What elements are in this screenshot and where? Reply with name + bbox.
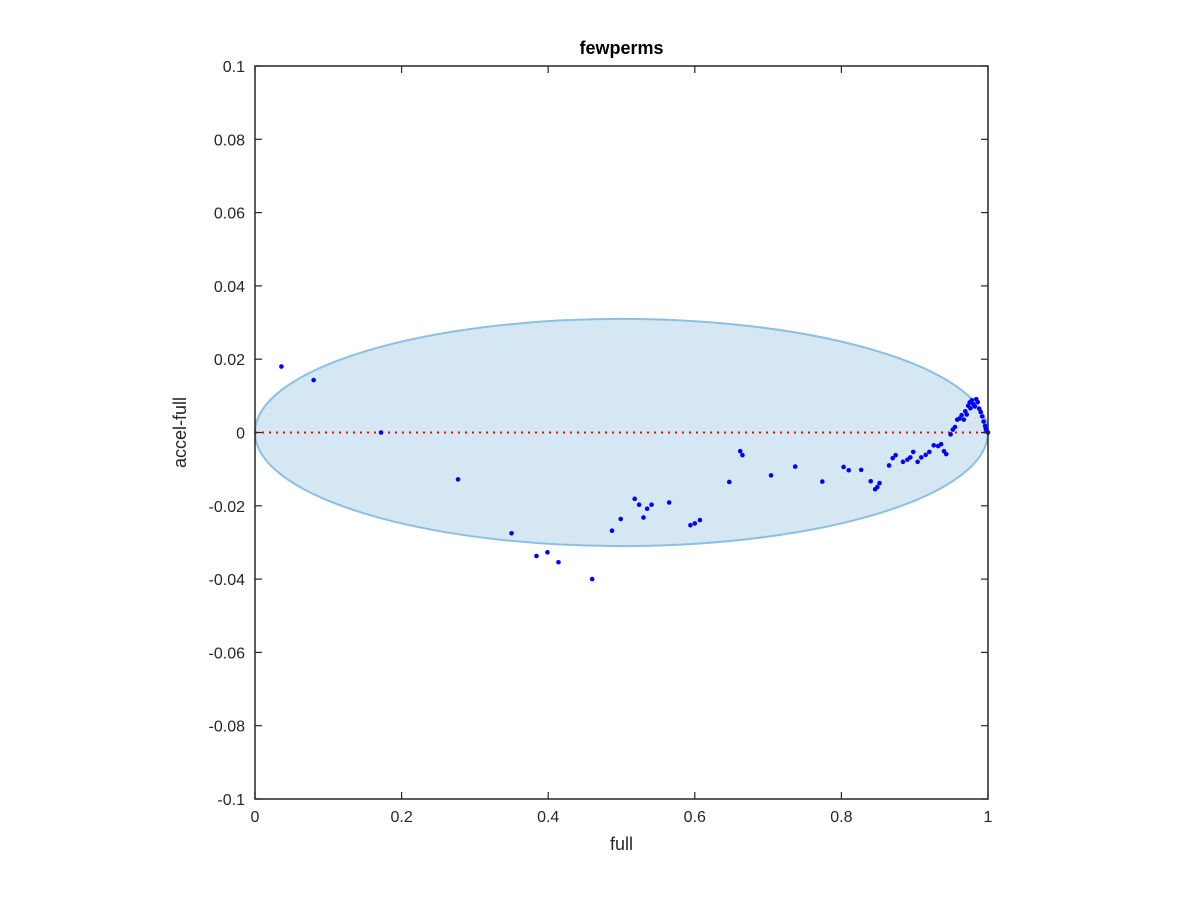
y-tick-label: 0.08 [214, 132, 245, 149]
data-point [978, 409, 983, 415]
data-point [378, 430, 384, 435]
y-tick-label: 0.06 [214, 206, 245, 223]
data-point [961, 417, 967, 422]
x-tick-label: 0 [251, 809, 260, 826]
data-point [927, 449, 932, 455]
data-point [915, 459, 920, 465]
y-axis-label: accel-full [170, 397, 190, 468]
data-point [455, 477, 461, 482]
data-point [948, 432, 953, 437]
data-point [618, 516, 624, 522]
data-point [737, 448, 743, 454]
data-point [868, 478, 874, 484]
data-point [938, 441, 944, 447]
data-point [923, 452, 928, 458]
data-point [875, 484, 880, 490]
data-point [509, 530, 514, 536]
data-point [688, 522, 693, 528]
data-point [545, 550, 550, 555]
y-tick-label: -0.04 [209, 572, 246, 589]
data-point [311, 377, 316, 383]
data-point [959, 412, 964, 418]
y-tick-label: 0.02 [214, 352, 245, 369]
data-point [968, 406, 973, 411]
data-point [726, 479, 732, 485]
data-point [908, 455, 913, 460]
chart-title: fewperms [579, 38, 663, 58]
x-tick-label: 0.8 [830, 809, 852, 826]
y-tick-label: 0 [236, 426, 245, 443]
data-point [644, 506, 650, 512]
data-point [900, 459, 906, 465]
data-point [792, 464, 798, 469]
data-point [820, 479, 825, 484]
data-point [740, 452, 745, 458]
y-tick-label: 0.1 [223, 59, 245, 76]
data-point [975, 399, 981, 405]
data-point [609, 528, 615, 534]
ticks-layer: 0 0.2 0.4 0.6 0.8 1 -0.1 -0.08 -0.06 -0.04 -0.02 0 0… [209, 59, 993, 826]
y-tick-label: 0.04 [214, 279, 245, 296]
data-point [697, 517, 703, 523]
data-point [886, 463, 892, 468]
data-point [666, 500, 672, 505]
data-point [931, 443, 937, 448]
data-point [972, 404, 978, 409]
data-point [979, 414, 985, 419]
data-point [910, 449, 916, 455]
y-tick-label: -0.06 [209, 645, 246, 662]
data-point [589, 576, 595, 582]
data-point [918, 455, 924, 460]
points-layer [279, 364, 991, 582]
data-point [841, 464, 846, 470]
data-point [858, 467, 864, 473]
data-point [636, 502, 642, 508]
data-point [556, 559, 561, 565]
data-point [943, 451, 949, 457]
data-point [969, 397, 975, 403]
data-point [964, 412, 970, 417]
data-point [981, 419, 986, 424]
y-tick-label: -0.08 [209, 719, 246, 736]
data-point [632, 496, 637, 502]
data-point [641, 515, 646, 520]
data-point [649, 502, 654, 508]
data-point [279, 364, 284, 369]
x-tick-label: 1 [984, 809, 993, 826]
data-point [890, 455, 896, 461]
data-point [893, 452, 898, 458]
y-tick-label: -0.02 [209, 499, 246, 516]
data-point [768, 473, 774, 478]
data-point [952, 424, 958, 430]
y-tick-label: -0.1 [217, 792, 245, 809]
data-point [846, 467, 852, 473]
x-tick-label: 0.6 [684, 809, 706, 826]
data-point [957, 416, 962, 421]
data-point [534, 553, 539, 559]
data-point [877, 480, 882, 486]
x-tick-label: 0.2 [390, 809, 412, 826]
x-axis-label: full [610, 834, 633, 854]
x-tick-label: 0.4 [537, 809, 559, 826]
data-point [692, 521, 698, 526]
